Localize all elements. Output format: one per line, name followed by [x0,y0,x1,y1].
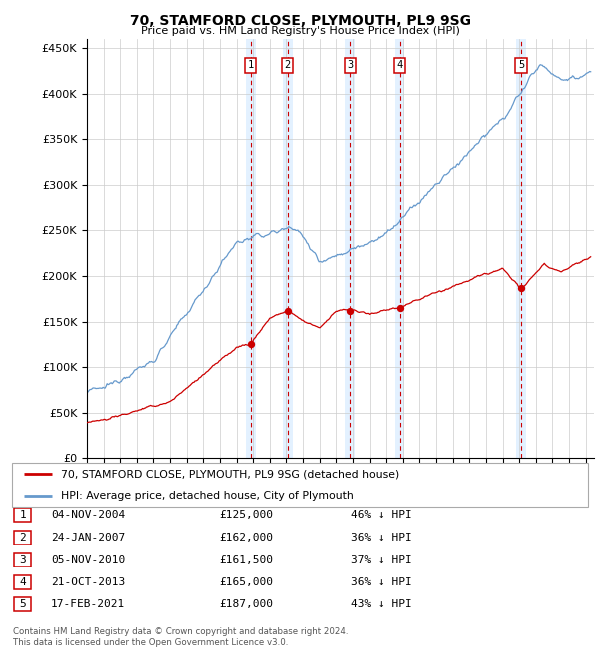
Text: 2: 2 [19,532,26,543]
Bar [346,39,355,458]
Text: 36% ↓ HPI: 36% ↓ HPI [351,532,412,543]
Text: 36% ↓ HPI: 36% ↓ HPI [351,577,412,587]
Text: 43% ↓ HPI: 43% ↓ HPI [351,599,412,609]
Bar [395,39,404,458]
Point [246,339,256,350]
Text: 24-JAN-2007: 24-JAN-2007 [51,532,125,543]
FancyBboxPatch shape [14,552,31,567]
Text: 2: 2 [284,60,291,70]
Text: 5: 5 [518,60,524,70]
Text: 3: 3 [347,60,353,70]
Text: HPI: Average price, detached house, City of Plymouth: HPI: Average price, detached house, City… [61,491,354,500]
Text: £161,500: £161,500 [219,554,273,565]
Text: 4: 4 [397,60,403,70]
Text: Price paid vs. HM Land Registry's House Price Index (HPI): Price paid vs. HM Land Registry's House … [140,26,460,36]
Text: 1: 1 [247,60,254,70]
Text: 05-NOV-2010: 05-NOV-2010 [51,554,125,565]
Text: 04-NOV-2004: 04-NOV-2004 [51,510,125,521]
FancyBboxPatch shape [14,575,31,589]
Text: 37% ↓ HPI: 37% ↓ HPI [351,554,412,565]
Text: £162,000: £162,000 [219,532,273,543]
FancyBboxPatch shape [12,463,588,507]
Point [346,306,355,317]
Text: £125,000: £125,000 [219,510,273,521]
Point [517,283,526,293]
Text: 70, STAMFORD CLOSE, PLYMOUTH, PL9 9SG (detached house): 70, STAMFORD CLOSE, PLYMOUTH, PL9 9SG (d… [61,469,399,479]
Text: 3: 3 [19,554,26,565]
FancyBboxPatch shape [14,597,31,611]
Text: 5: 5 [19,599,26,609]
Bar [245,39,256,458]
Text: £187,000: £187,000 [219,599,273,609]
Bar [283,39,293,458]
Text: Contains HM Land Registry data © Crown copyright and database right 2024.
This d: Contains HM Land Registry data © Crown c… [13,627,349,647]
Text: 4: 4 [19,577,26,587]
FancyBboxPatch shape [14,508,31,523]
FancyBboxPatch shape [14,530,31,545]
Text: 1: 1 [19,510,26,521]
Text: 70, STAMFORD CLOSE, PLYMOUTH, PL9 9SG: 70, STAMFORD CLOSE, PLYMOUTH, PL9 9SG [130,14,470,29]
Text: £165,000: £165,000 [219,577,273,587]
Bar [516,39,526,458]
Text: 46% ↓ HPI: 46% ↓ HPI [351,510,412,521]
Text: 21-OCT-2013: 21-OCT-2013 [51,577,125,587]
Text: 17-FEB-2021: 17-FEB-2021 [51,599,125,609]
Point [283,306,292,316]
Point [395,303,404,313]
